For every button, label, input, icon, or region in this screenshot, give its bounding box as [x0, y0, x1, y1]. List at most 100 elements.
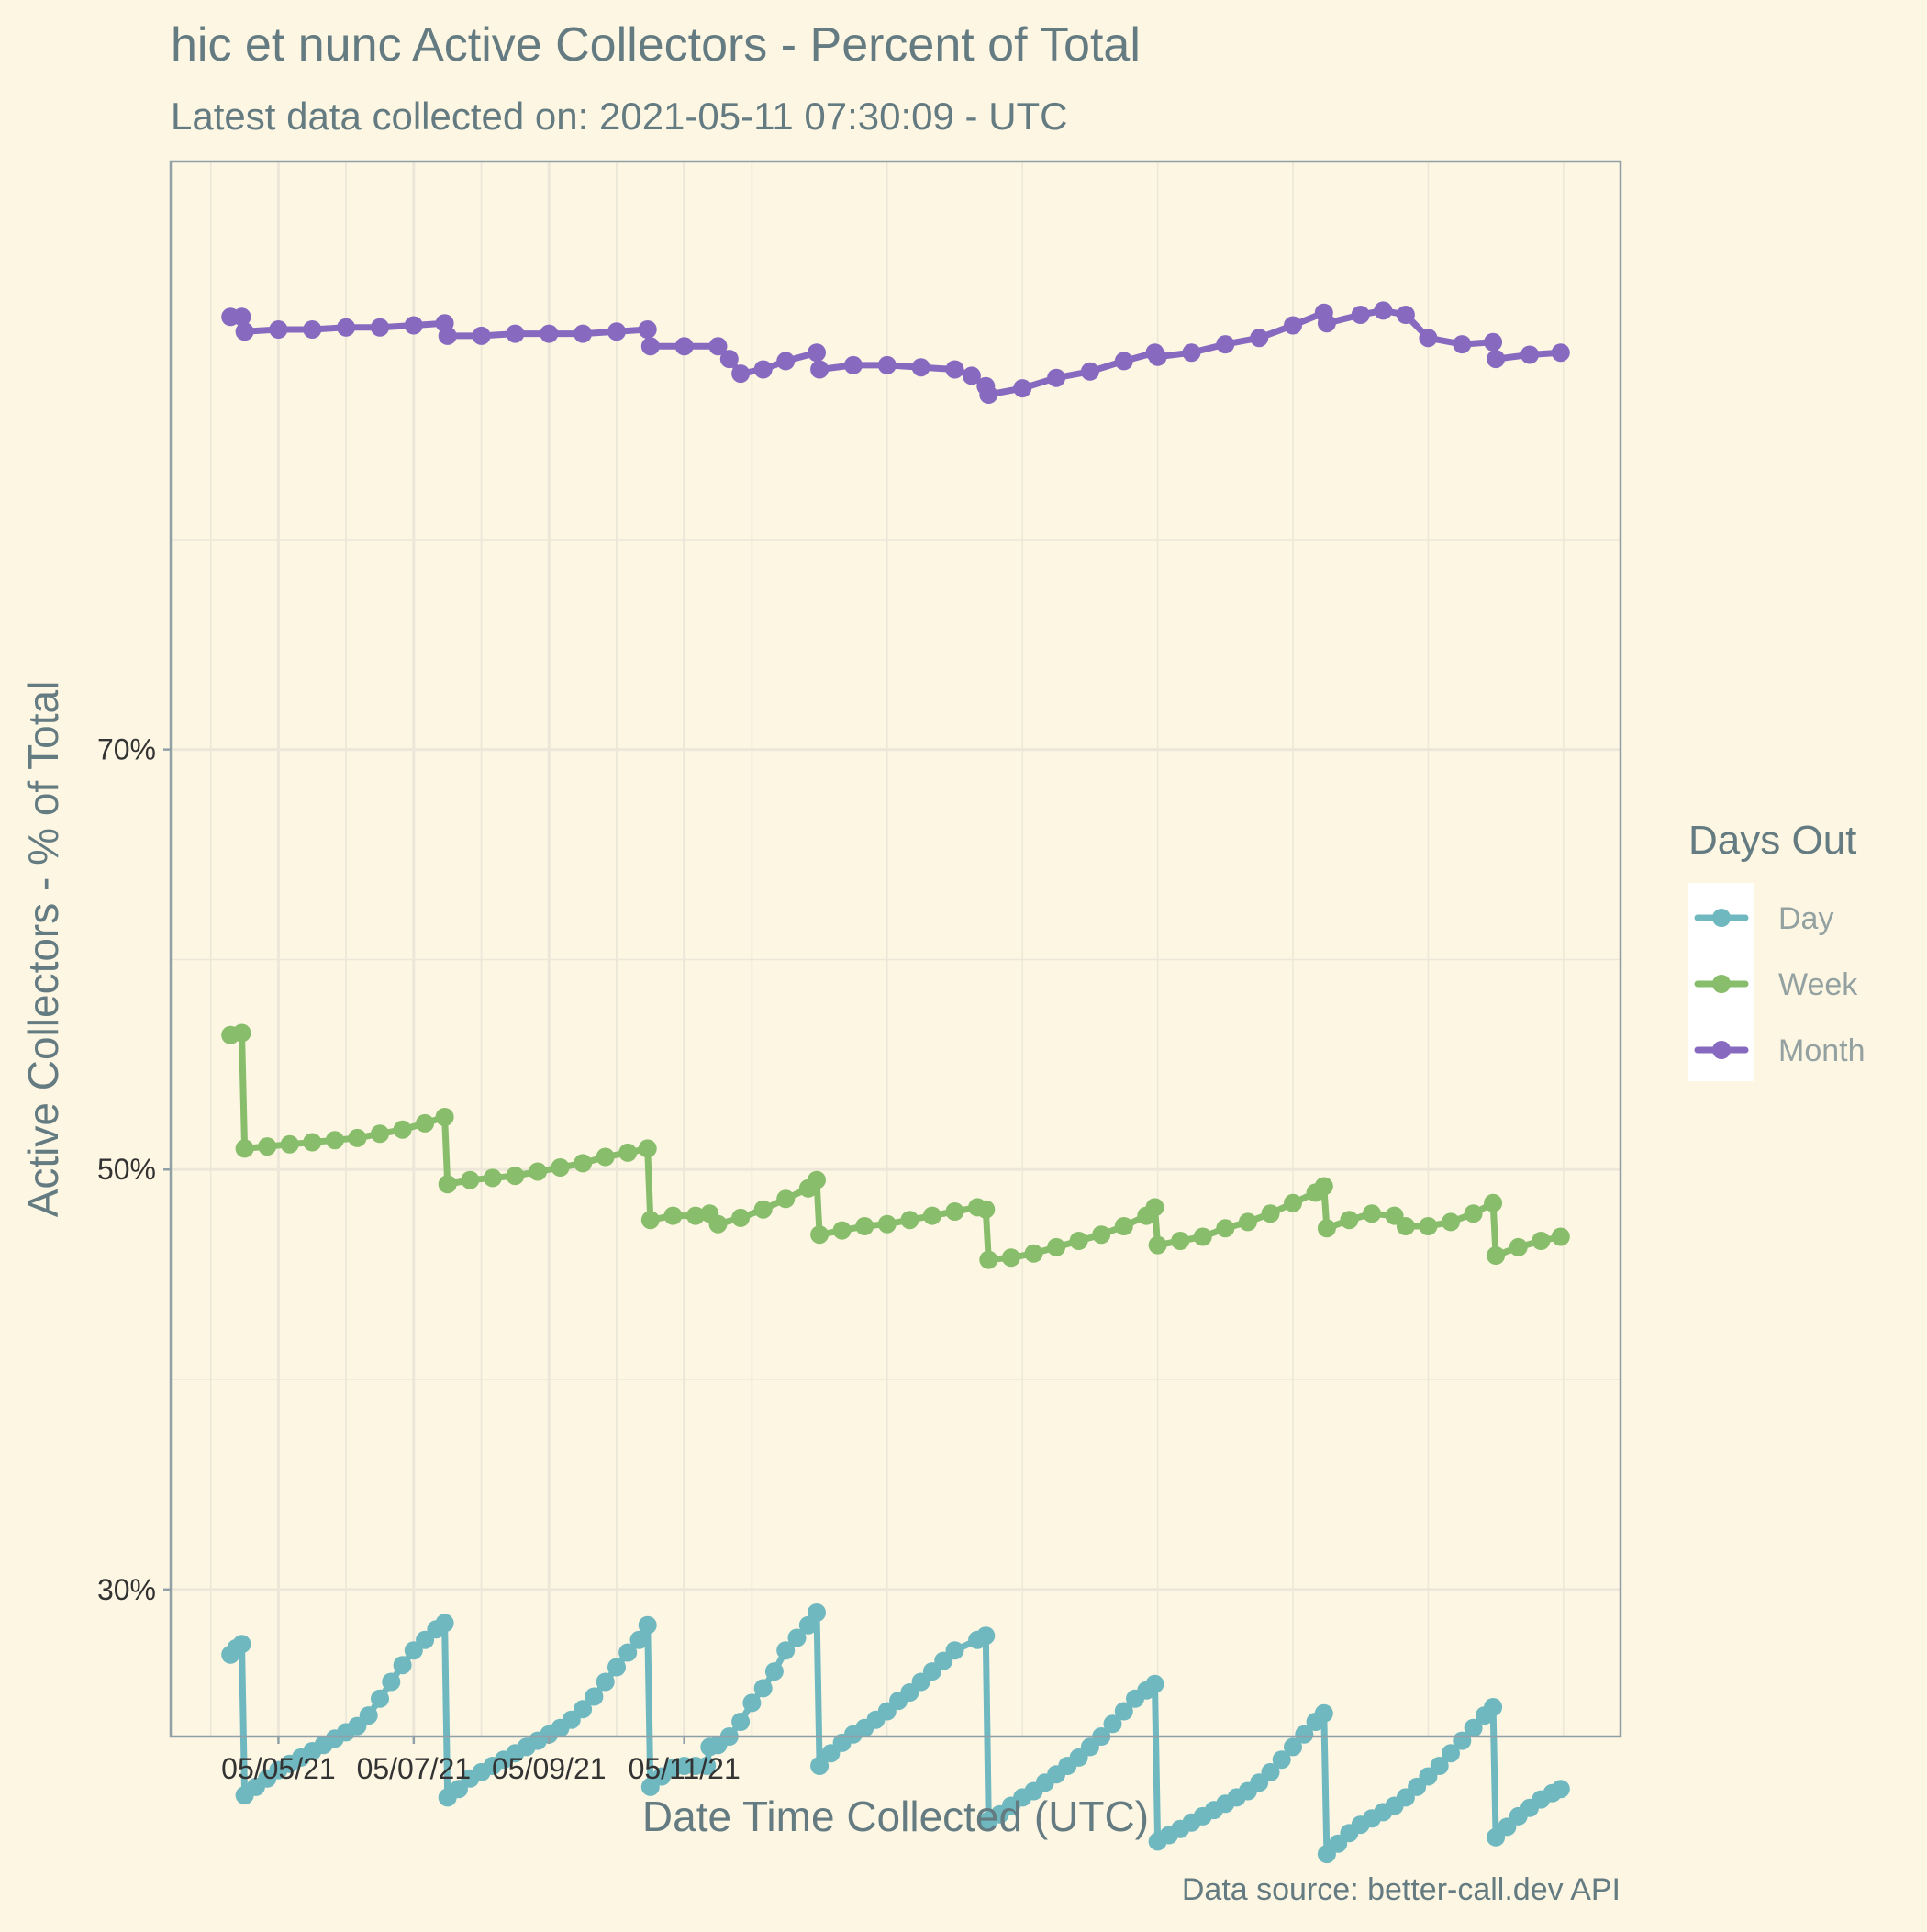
- data-point: [303, 320, 322, 339]
- data-point: [232, 307, 251, 327]
- data-point: [596, 1672, 615, 1692]
- data-point: [1145, 1674, 1164, 1693]
- data-point: [843, 355, 863, 374]
- series-week: [221, 1023, 1570, 1269]
- data-point: [1114, 1217, 1133, 1235]
- legend-label: Day: [1778, 901, 1833, 936]
- y-tick-label: 50%: [97, 1153, 156, 1186]
- data-point: [686, 1206, 705, 1225]
- data-point: [1193, 1227, 1212, 1246]
- data-point: [1314, 1703, 1333, 1723]
- data-point: [540, 324, 559, 343]
- data-point: [1442, 1744, 1460, 1763]
- y-tick-label: 70%: [97, 733, 156, 766]
- data-point: [371, 1689, 389, 1708]
- data-point: [877, 1214, 897, 1234]
- data-point: [596, 1147, 615, 1167]
- data-point: [232, 1635, 251, 1654]
- data-point: [1284, 316, 1302, 335]
- data-point: [269, 320, 288, 339]
- chart-caption: Data source: better-call.dev API: [1182, 1872, 1621, 1907]
- data-point: [979, 1250, 998, 1269]
- data-point: [1396, 306, 1415, 324]
- data-point: [1487, 1246, 1506, 1265]
- data-point: [832, 1221, 852, 1240]
- chart-subtitle: Latest data collected on: 2021-05-11 07:…: [171, 95, 1068, 138]
- data-point: [810, 1757, 830, 1775]
- data-point: [1453, 335, 1472, 354]
- data-point: [945, 360, 964, 379]
- data-point: [708, 337, 728, 356]
- grid-lines: [171, 162, 1621, 1737]
- plot-border: [169, 160, 1622, 1738]
- data-point: [1419, 329, 1438, 348]
- data-point: [731, 1208, 751, 1227]
- data-point: [303, 1133, 322, 1152]
- data-point: [776, 1641, 796, 1660]
- data-point: [753, 1200, 773, 1219]
- x-tick-label: 05/09/21: [492, 1752, 607, 1785]
- data-point: [258, 1137, 277, 1156]
- data-point: [810, 1225, 830, 1245]
- data-point: [1216, 335, 1235, 354]
- data-point: [1069, 1232, 1088, 1250]
- data-point: [1047, 1237, 1066, 1256]
- data-point: [900, 1211, 919, 1230]
- data-point: [1430, 1757, 1449, 1775]
- data-point: [232, 1023, 251, 1043]
- legend-key-point: [1712, 1041, 1731, 1059]
- data-point: [1148, 347, 1167, 366]
- data-point: [808, 1170, 826, 1189]
- data-point: [731, 1713, 751, 1731]
- data-point: [1182, 343, 1201, 363]
- data-point: [1284, 1737, 1302, 1757]
- data-point: [1103, 1714, 1122, 1734]
- data-point: [618, 1143, 638, 1162]
- data-point: [1532, 1232, 1551, 1250]
- data-point: [416, 1113, 435, 1133]
- data-point: [1484, 1698, 1503, 1716]
- data-point: [1272, 1750, 1291, 1770]
- data-point: [945, 1641, 964, 1660]
- data-point: [404, 316, 423, 335]
- legend-key-point: [1712, 909, 1731, 927]
- data-point: [1551, 343, 1570, 363]
- legend-title: Days Out: [1688, 818, 1856, 863]
- data-point: [1487, 350, 1506, 369]
- data-point: [506, 324, 525, 343]
- data-point: [1464, 1718, 1483, 1737]
- data-point: [719, 350, 739, 369]
- data-point: [1284, 1193, 1302, 1212]
- data-point: [529, 1162, 547, 1181]
- data-point: [663, 1206, 683, 1225]
- data-point: [607, 322, 626, 341]
- x-tick-label: 05/05/21: [221, 1752, 336, 1785]
- data-point: [753, 360, 773, 379]
- data-point: [945, 1202, 964, 1221]
- data-point: [731, 364, 751, 384]
- y-axis-title: Active Collectors - % of Total: [19, 681, 67, 1218]
- data-point: [922, 1206, 941, 1225]
- x-axis-title: Date Time Collected (UTC): [642, 1792, 1149, 1840]
- data-point: [435, 1614, 454, 1633]
- data-point: [1520, 345, 1539, 364]
- data-point: [1047, 368, 1066, 387]
- data-point: [574, 1154, 593, 1173]
- data-point: [776, 1189, 796, 1209]
- axis-ticks: 30% 50% 70% 05/05/21 05/07/21 05/09/21 05/11/2…: [97, 733, 741, 1785]
- data-point: [1261, 1204, 1280, 1223]
- data-point: [742, 1693, 762, 1713]
- data-point: [764, 1662, 784, 1681]
- data-point: [753, 1679, 773, 1698]
- data-point: [1148, 1235, 1167, 1255]
- data-point: [1351, 306, 1370, 324]
- data-point: [1396, 1217, 1415, 1235]
- data-point: [1551, 1227, 1570, 1246]
- data-point: [585, 1687, 604, 1706]
- data-point: [551, 1158, 570, 1177]
- data-point: [1001, 1248, 1020, 1268]
- data-point: [1419, 1217, 1438, 1235]
- plot-panel: [171, 162, 1621, 1737]
